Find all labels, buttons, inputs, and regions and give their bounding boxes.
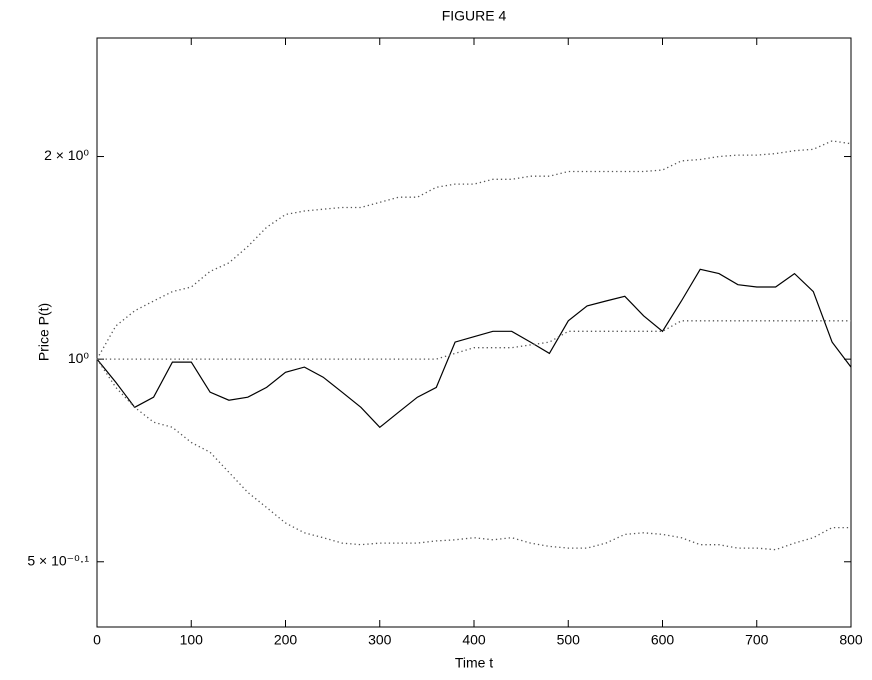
y-axis-label: Price P(t)	[36, 303, 52, 361]
y-tick-label: 5 × 10⁻⁰·¹	[27, 552, 89, 568]
plot-frame	[96, 37, 852, 628]
series-line	[97, 320, 851, 360]
x-tick-label: 400	[462, 632, 486, 648]
x-tick-label: 200	[274, 632, 298, 648]
x-tick-label: 300	[368, 632, 392, 648]
x-axis-label: Time t	[455, 655, 493, 671]
x-tick-label: 0	[93, 632, 101, 648]
x-tick-label: 700	[745, 632, 769, 648]
x-tick-label: 800	[839, 632, 863, 648]
y-tick-label: 10⁰	[68, 350, 90, 366]
y-tick-label: 2 × 10⁰	[44, 147, 89, 163]
series-line	[96, 140, 852, 360]
x-tick-label: 100	[180, 632, 204, 648]
chart-title: FIGURE 4	[442, 8, 507, 24]
x-tick-label: 500	[557, 632, 581, 648]
series-line	[96, 358, 851, 551]
x-tick-label: 600	[651, 632, 675, 648]
series-line	[96, 268, 852, 429]
